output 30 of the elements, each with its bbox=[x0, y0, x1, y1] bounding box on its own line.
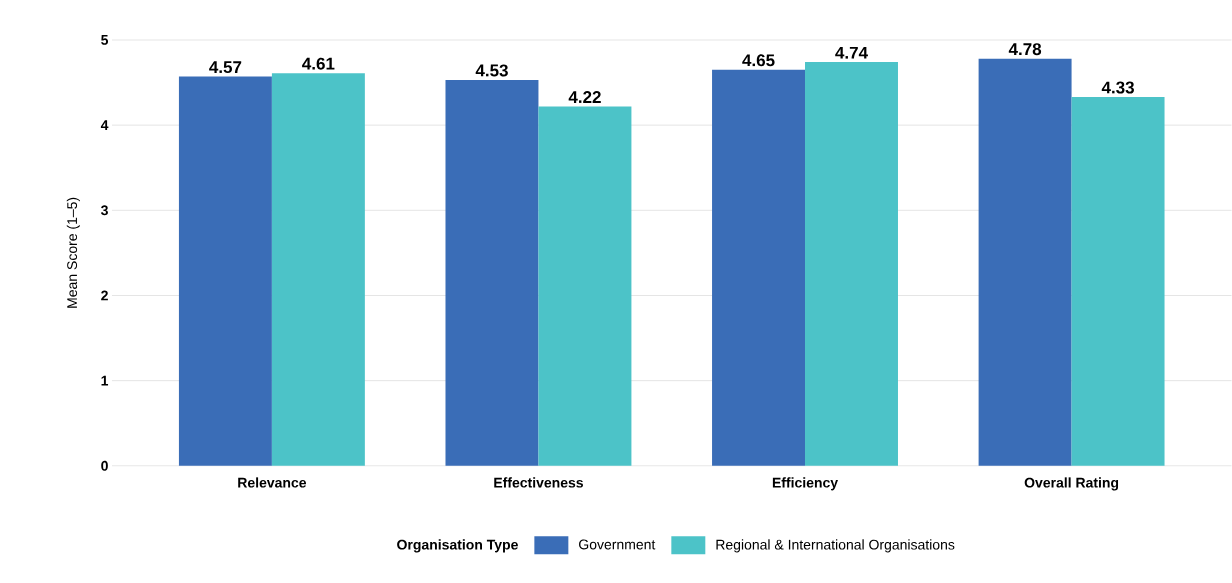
bar bbox=[712, 69, 806, 466]
bar bbox=[445, 80, 539, 466]
x-tick-label: Relevance bbox=[238, 477, 307, 488]
legend-title: Organisation Type bbox=[397, 539, 518, 553]
bar bbox=[1071, 97, 1165, 466]
legend-label: Government bbox=[579, 539, 656, 550]
y-tick-label: 3 bbox=[100, 205, 108, 216]
y-axis-title: Mean Score (1–5) bbox=[66, 197, 80, 308]
bar bbox=[978, 58, 1072, 466]
legend-label: Regional & International Organisations bbox=[716, 539, 955, 553]
y-tick-label: 0 bbox=[101, 460, 108, 471]
x-tick-label: Efficiency bbox=[772, 477, 838, 491]
data-label: 4.53 bbox=[475, 64, 508, 77]
data-label: 4.78 bbox=[1008, 43, 1042, 56]
x-tick-label: Overall Rating bbox=[1024, 477, 1119, 491]
data-label: 4.65 bbox=[742, 54, 775, 67]
bar bbox=[271, 73, 365, 466]
data-label: 4.22 bbox=[568, 91, 601, 103]
x-tick-label: Effectiveness bbox=[494, 477, 583, 488]
y-tick-label: 2 bbox=[101, 290, 108, 301]
data-label: 4.74 bbox=[835, 47, 868, 59]
data-label: 4.61 bbox=[302, 57, 335, 70]
bar bbox=[538, 106, 632, 466]
y-tick-label: 1 bbox=[101, 375, 109, 386]
bar bbox=[178, 76, 272, 466]
data-label: 4.57 bbox=[209, 61, 242, 74]
y-tick-label: 4 bbox=[100, 120, 109, 131]
bar bbox=[805, 62, 898, 466]
y-tick-label: 5 bbox=[101, 35, 109, 45]
data-label: 4.33 bbox=[1101, 81, 1134, 94]
